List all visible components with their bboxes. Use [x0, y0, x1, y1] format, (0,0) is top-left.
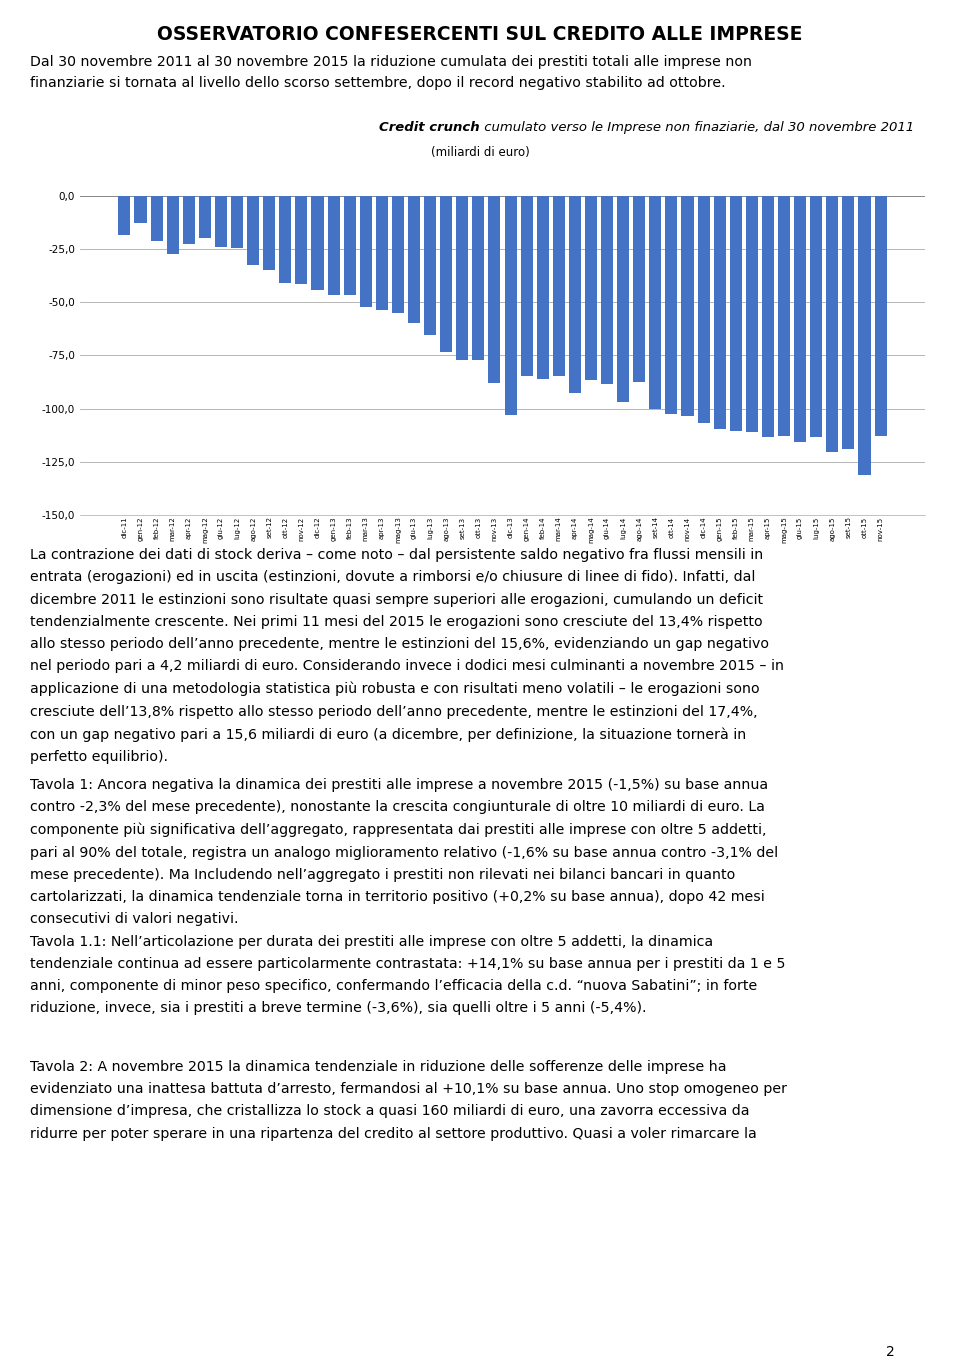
Bar [730, 196, 742, 430]
Bar [520, 196, 533, 376]
Bar [441, 196, 452, 352]
Bar [311, 196, 324, 291]
Bar [151, 196, 162, 241]
Bar [537, 196, 549, 378]
Bar [698, 196, 709, 424]
Text: cumulato verso le Imprese non finaziarie, dal 30 novembre 2011: cumulato verso le Imprese non finaziarie… [480, 121, 914, 134]
Bar [601, 196, 613, 384]
Bar [617, 196, 629, 402]
Bar [247, 196, 259, 265]
Bar [665, 196, 678, 414]
Bar [810, 196, 823, 437]
Bar [713, 196, 726, 429]
Bar [794, 196, 806, 441]
Bar [375, 196, 388, 310]
Bar [134, 196, 147, 223]
Bar [569, 196, 581, 392]
Bar [553, 196, 564, 376]
Bar [215, 196, 227, 247]
Bar [327, 196, 340, 295]
Bar [296, 196, 307, 284]
Text: Credit crunch: Credit crunch [379, 121, 480, 134]
Bar [505, 196, 516, 415]
Bar [167, 196, 179, 254]
Bar [118, 196, 131, 234]
Bar [263, 196, 276, 270]
Bar [858, 196, 871, 474]
Text: Dal 30 novembre 2011 al 30 novembre 2015 la riduzione cumulata dei prestiti tota: Dal 30 novembre 2011 al 30 novembre 2015… [30, 55, 752, 89]
Bar [585, 196, 597, 380]
Text: La contrazione dei dati di stock deriva – come noto – dal persistente saldo nega: La contrazione dei dati di stock deriva … [30, 548, 784, 764]
Bar [827, 196, 838, 452]
Bar [682, 196, 693, 415]
Bar [182, 196, 195, 244]
Bar [392, 196, 404, 313]
Text: (miliardi di euro): (miliardi di euro) [431, 145, 529, 159]
Bar [231, 196, 243, 248]
Bar [344, 196, 356, 295]
Bar [778, 196, 790, 436]
Bar [489, 196, 500, 383]
Bar [360, 196, 372, 307]
Bar [634, 196, 645, 383]
Text: OSSERVATORIO CONFESERCENTI SUL CREDITO ALLE IMPRESE: OSSERVATORIO CONFESERCENTI SUL CREDITO A… [157, 25, 803, 44]
Bar [762, 196, 774, 437]
Bar [279, 196, 291, 282]
Bar [842, 196, 854, 448]
Bar [649, 196, 661, 409]
Text: 2: 2 [886, 1345, 895, 1360]
Text: Tavola 1: Ancora negativa la dinamica dei prestiti alle imprese a novembre 2015 : Tavola 1: Ancora negativa la dinamica de… [30, 777, 785, 1016]
Bar [424, 196, 436, 335]
Text: Tavola 2: A novembre 2015 la dinamica tendenziale in riduzione delle sofferenze : Tavola 2: A novembre 2015 la dinamica te… [30, 1060, 787, 1141]
Bar [408, 196, 420, 324]
Bar [199, 196, 211, 239]
Bar [875, 196, 887, 436]
Bar [456, 196, 468, 359]
Bar [472, 196, 485, 359]
Bar [746, 196, 757, 432]
